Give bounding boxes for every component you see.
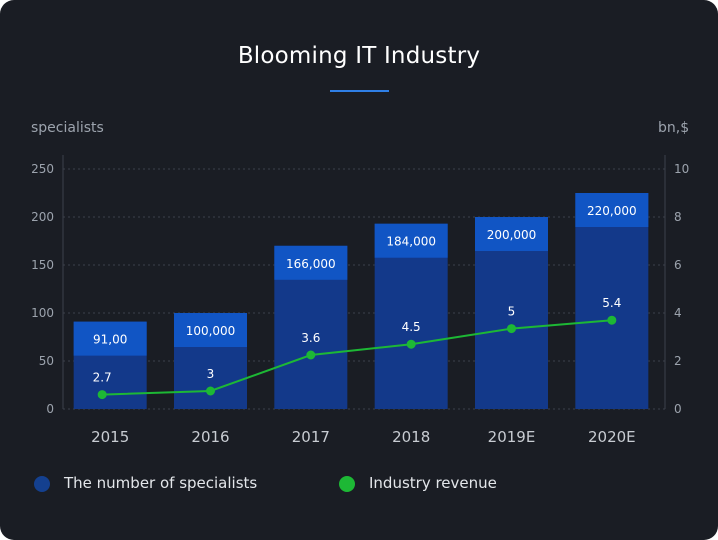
y-right-tick-label: 10 <box>674 162 689 176</box>
bar-top-band <box>575 193 649 227</box>
revenue-point <box>206 386 215 396</box>
revenue-data-label: 2.7 <box>93 371 112 385</box>
revenue-data-label: 5.4 <box>602 296 621 310</box>
x-tick-label: 2018 <box>392 428 430 446</box>
revenue-data-label: 5 <box>508 305 516 319</box>
x-tick-label: 2020E <box>588 428 636 446</box>
revenue-data-label: 3 <box>207 367 215 381</box>
legend-swatch-revenue <box>339 476 355 492</box>
bar-data-label: 184,000 <box>386 235 436 249</box>
y-left-tick-label: 0 <box>46 402 54 416</box>
bar <box>575 193 649 409</box>
bar-data-label: 220,000 <box>587 204 637 218</box>
legend-swatch-specialists <box>34 476 50 492</box>
y-left-tick-label: 150 <box>31 258 54 272</box>
title-underline <box>330 90 389 92</box>
chart-title: Blooming IT Industry <box>237 43 481 69</box>
right-axis-title: bn,$ <box>658 120 690 136</box>
revenue-point <box>406 339 416 349</box>
y-left-tick-label: 50 <box>39 354 54 368</box>
y-left-tick-label: 250 <box>31 162 54 176</box>
x-tick-label: 2015 <box>91 428 129 446</box>
revenue-line <box>102 319 612 396</box>
revenue-point <box>306 350 316 360</box>
legend-label-specialists: The number of specialists <box>64 474 258 492</box>
y-right-tick-label: 6 <box>674 258 682 272</box>
left-axis-title: specialists <box>31 120 104 136</box>
y-left-tick-label: 200 <box>31 210 54 224</box>
y-right-tick-label: 8 <box>674 210 682 224</box>
revenue-data-label: 4.5 <box>402 320 421 334</box>
revenue-point <box>607 315 617 325</box>
y-left-tick-label: 100 <box>31 306 54 320</box>
revenue-data-label: 3.6 <box>301 331 320 345</box>
bar-data-label: 200,000 <box>487 228 537 242</box>
bar-top-band <box>274 245 348 280</box>
revenue-point <box>97 390 107 400</box>
x-tick-label: 2016 <box>191 428 229 446</box>
y-right-tick-label: 4 <box>674 306 682 320</box>
y-right-tick-label: 2 <box>674 354 682 368</box>
y-right-tick-label: 0 <box>674 402 682 416</box>
bar-data-label: 166,000 <box>286 257 336 271</box>
x-tick-label: 2019E <box>488 428 536 446</box>
revenue-point <box>507 324 516 334</box>
legend-label-revenue: Industry revenue <box>369 474 497 492</box>
x-tick-label: 2017 <box>292 428 330 446</box>
bar-data-label: 91,00 <box>93 333 127 347</box>
bar-top-band <box>73 321 147 356</box>
bar-top-band <box>475 217 548 251</box>
bar-data-label: 100,000 <box>186 324 236 338</box>
bar-top-band <box>374 223 448 258</box>
bar-top-band <box>174 313 247 347</box>
